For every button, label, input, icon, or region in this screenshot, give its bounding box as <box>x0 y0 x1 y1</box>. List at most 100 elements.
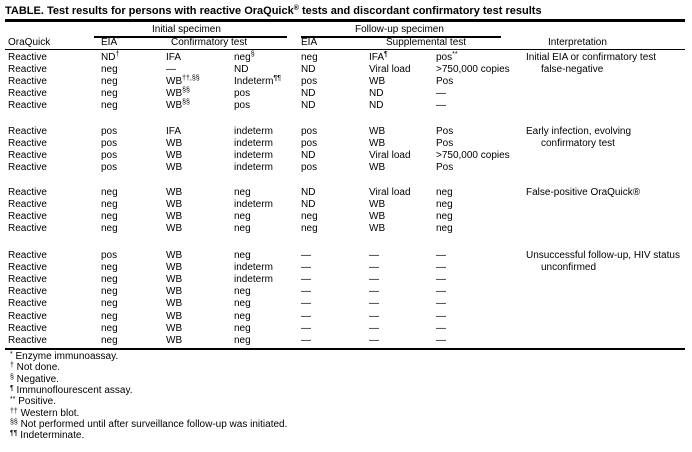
cell-supplemental-result: >750,000 copies <box>436 64 510 76</box>
cell-confirmatory-test: WB††,§§ <box>166 75 200 88</box>
cell-confirmatory-test: WB <box>166 298 183 310</box>
footnote: ¶¶ Indeterminate. <box>10 430 85 442</box>
cell-eia-followup: — <box>301 298 311 310</box>
cell-confirmatory-result: pos <box>234 88 251 100</box>
cell-oraquick: Reactive <box>8 64 47 76</box>
cell-oraquick: Reactive <box>8 162 47 174</box>
cell-supplemental-test: Viral load <box>369 64 411 76</box>
cell-confirmatory-test: WB <box>166 286 183 298</box>
cell-supplemental-test: — <box>369 262 379 274</box>
cell-eia-followup: ND <box>301 100 316 112</box>
cell-confirmatory-result: neg <box>234 286 251 298</box>
cell-eia-initial: neg <box>101 334 118 346</box>
footnote: † Not done. <box>10 362 61 374</box>
cell-confirmatory-test: WB <box>166 162 183 174</box>
initial-underline <box>94 36 287 38</box>
cell-oraquick: Reactive <box>8 187 47 198</box>
cell-supplemental-result: — <box>436 262 446 274</box>
cell-confirmatory-result: indeterm <box>234 199 273 211</box>
footnote: †† Western blot. <box>10 407 80 419</box>
cell-eia-followup: ND <box>301 88 316 100</box>
cell-eia-initial: neg <box>101 223 118 235</box>
cell-confirmatory-result: neg <box>234 298 251 310</box>
cell-oraquick: Reactive <box>8 310 47 322</box>
cell-supplemental-test: WB <box>369 162 386 174</box>
cell-supplemental-result: neg <box>436 211 453 223</box>
cell-confirmatory-result: neg <box>234 250 251 261</box>
cell-supplemental-result: Pos <box>436 126 454 137</box>
col-interpretation: Interpretation <box>548 37 607 48</box>
cell-confirmatory-test: WB <box>166 262 183 274</box>
cell-confirmatory-test: WB <box>166 150 183 162</box>
cell-supplemental-result: Pos <box>436 138 454 150</box>
cell-eia-initial: neg <box>101 199 118 211</box>
cell-supplemental-test: WB <box>369 76 386 88</box>
cell-confirmatory-result: ND <box>234 64 249 76</box>
cell-supplemental-test: Viral load <box>369 150 411 162</box>
cell-eia-initial: pos <box>101 138 118 150</box>
cell-confirmatory-test: WB§§ <box>166 87 190 100</box>
cell-eia-initial: neg <box>101 211 118 223</box>
cell-eia-followup: neg <box>301 223 318 235</box>
cell-confirmatory-result: indeterm <box>234 274 273 286</box>
cell-eia-followup: — <box>301 274 311 286</box>
cell-confirmatory-result: neg <box>234 334 251 346</box>
cell-oraquick: Reactive <box>8 286 47 298</box>
cell-eia-initial: pos <box>101 250 118 261</box>
cell-eia-followup: neg <box>301 52 318 63</box>
interpretation-text: false-negative <box>541 64 604 76</box>
col-oraquick: OraQuick <box>8 37 51 48</box>
footnote: * Enzyme immunoassay. <box>10 351 119 362</box>
cell-oraquick: Reactive <box>8 250 47 261</box>
cell-confirmatory-test: WB <box>166 250 183 261</box>
col-eia-initial: EIA* <box>101 36 120 48</box>
cell-eia-initial: neg <box>101 274 118 286</box>
cell-supplemental-result: neg <box>436 199 453 211</box>
cell-eia-initial: neg <box>101 310 118 322</box>
interpretation-text: confirmatory test <box>541 138 615 150</box>
cell-supplemental-result: Pos <box>436 162 454 174</box>
cell-supplemental-test: ND <box>369 100 384 112</box>
cell-confirmatory-test: WB§§ <box>166 99 190 112</box>
cell-supplemental-test: WB <box>369 223 386 235</box>
cell-oraquick: Reactive <box>8 126 47 137</box>
cell-oraquick: Reactive <box>8 150 47 162</box>
cell-confirmatory-result: neg <box>234 223 251 235</box>
header-rule <box>5 49 685 50</box>
cell-confirmatory-test: IFA <box>166 52 182 63</box>
cell-oraquick: Reactive <box>8 138 47 150</box>
cell-confirmatory-test: WB <box>166 211 183 223</box>
interpretation-text: Initial EIA or confirmatory test <box>526 52 657 63</box>
footnote: ** Positive. <box>10 396 57 408</box>
col-supplemental: Supplemental test <box>386 37 467 48</box>
cell-supplemental-test: ND <box>369 88 384 100</box>
cell-oraquick: Reactive <box>8 274 47 286</box>
cell-oraquick: Reactive <box>8 199 47 211</box>
cell-eia-followup: — <box>301 286 311 298</box>
cell-supplemental-result: — <box>436 298 446 310</box>
cell-confirmatory-result: neg <box>234 310 251 322</box>
cell-eia-initial: neg <box>101 64 118 76</box>
group-header-followup: Follow-up specimen <box>355 24 444 35</box>
cell-confirmatory-result: indeterm <box>234 126 273 137</box>
cell-oraquick: Reactive <box>8 298 47 310</box>
cell-eia-initial: neg <box>101 286 118 298</box>
cell-oraquick: Reactive <box>8 52 47 63</box>
cell-supplemental-test: WB <box>369 199 386 211</box>
group-header-initial: Initial specimen <box>152 24 221 35</box>
col-eia-followup: EIA <box>301 37 318 48</box>
cell-eia-followup: — <box>301 310 311 322</box>
cell-eia-followup: pos <box>301 76 318 88</box>
cell-supplemental-test: — <box>369 298 379 310</box>
interpretation-text: False-positive OraQuick® <box>526 187 641 198</box>
col-confirmatory: Confirmatory test <box>171 37 248 48</box>
cell-oraquick: Reactive <box>8 211 47 223</box>
bottom-rule <box>5 348 685 350</box>
cell-supplemental-test: WB <box>369 126 386 137</box>
cell-confirmatory-test: WB <box>166 138 183 150</box>
cell-eia-followup: — <box>301 262 311 274</box>
followup-underline <box>301 36 501 38</box>
cell-eia-followup: ND <box>301 150 316 162</box>
cell-eia-initial: neg <box>101 100 118 112</box>
